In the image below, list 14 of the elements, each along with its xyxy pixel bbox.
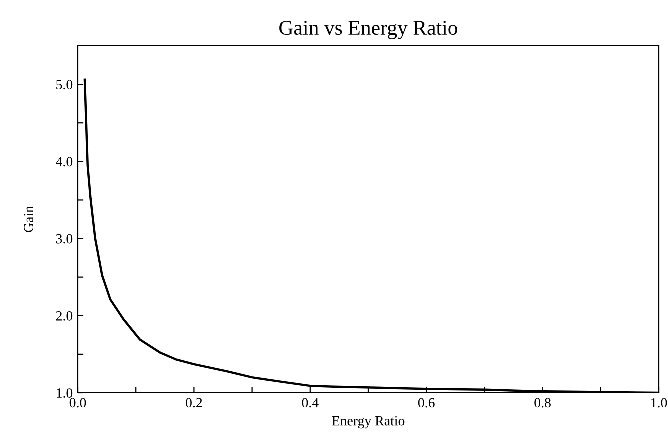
chart-title: Gain vs Energy Ratio [280,21,458,40]
x-tick-label: 0.8 [534,398,551,408]
x-axis-title: Energy Ratio [332,416,405,429]
x-tick-label: 0.2 [186,398,202,408]
x-tick-label: 0.4 [302,398,319,408]
x-tick-label: 1.0 [652,398,668,408]
x-tick-label: 0.0 [70,398,86,408]
y-axis-title: Gain [24,206,34,232]
y-tick-label: 1.0 [57,388,73,398]
y-tick-label: 4.0 [56,157,73,167]
y-tick-label: 2.0 [56,311,73,321]
y-tick-label: 5.0 [56,80,73,90]
x-tick-label: 0.6 [418,398,435,408]
y-tick-label: 3.0 [56,234,73,244]
